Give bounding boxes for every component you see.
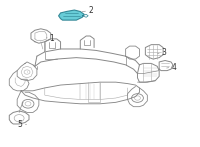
Text: 2: 2 <box>89 6 94 15</box>
Text: 3: 3 <box>162 48 167 57</box>
Text: 5: 5 <box>18 120 23 129</box>
Polygon shape <box>59 10 84 20</box>
Text: 1: 1 <box>49 34 54 43</box>
Text: 4: 4 <box>172 62 176 71</box>
